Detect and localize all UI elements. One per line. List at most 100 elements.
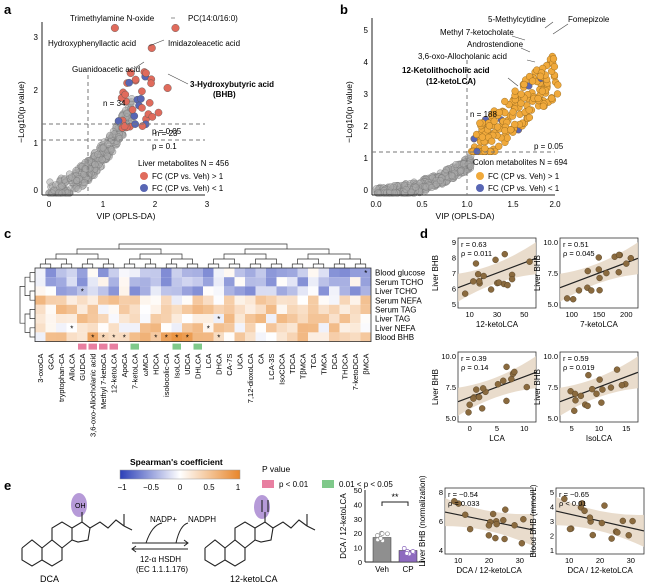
x-tick: 15 bbox=[622, 424, 630, 433]
heatmap-cell bbox=[234, 286, 245, 296]
panel-b-ytick: 3 bbox=[364, 90, 369, 99]
heatmap-cell bbox=[108, 277, 119, 287]
dca-oh-label: OH bbox=[75, 503, 86, 510]
data-point bbox=[523, 383, 530, 391]
data-point bbox=[104, 140, 112, 148]
data-point bbox=[502, 506, 509, 513]
panel-a-legend-down-swatch bbox=[140, 184, 148, 192]
heatmap-cell bbox=[77, 332, 88, 342]
heatmap-cell bbox=[150, 277, 161, 287]
data-point bbox=[511, 522, 518, 529]
heatmap-cell bbox=[266, 277, 277, 287]
heatmap-cell bbox=[360, 295, 371, 305]
y-label: Liver BHB bbox=[431, 369, 440, 405]
data-point bbox=[566, 525, 574, 533]
panel-a-metabolite-label: Guanidoacetic acid bbox=[72, 65, 140, 74]
bar-point bbox=[375, 533, 380, 538]
heatmap-cell bbox=[98, 295, 109, 305]
data-point bbox=[553, 90, 562, 98]
bar-point bbox=[401, 545, 407, 551]
heatmap-cell bbox=[192, 332, 203, 342]
panel-c-legend-title: Spearman's coefficient bbox=[130, 457, 223, 467]
panel-c-pvalue-title: P value bbox=[262, 464, 290, 474]
heatmap-col-label: 7-ketoLCA bbox=[131, 354, 140, 389]
heatmap-cell bbox=[119, 332, 130, 342]
data-point bbox=[495, 108, 503, 117]
data-point bbox=[548, 94, 556, 102]
data-point bbox=[407, 188, 415, 196]
data-point bbox=[596, 286, 603, 294]
heatmap-cell bbox=[224, 286, 235, 296]
heatmap-cell bbox=[87, 286, 98, 296]
data-point bbox=[500, 516, 507, 524]
heatmap-col-label: UDCA bbox=[183, 354, 192, 375]
heatmap-cell bbox=[66, 286, 77, 296]
heatmap-col-label: CA-7S bbox=[225, 354, 234, 376]
data-point bbox=[520, 80, 528, 89]
heatmap-col-label: 7-ketoDCA bbox=[351, 354, 360, 391]
panel-a-p10-label: p = 0.1 bbox=[152, 142, 177, 151]
data-point bbox=[488, 111, 496, 119]
panel-b-metabolite-label: Methyl 7-ketocholate bbox=[440, 28, 514, 37]
heatmap-cell bbox=[245, 277, 256, 287]
heatmap-cell bbox=[287, 314, 298, 324]
heatmap-cell bbox=[350, 314, 361, 324]
data-point bbox=[387, 183, 395, 191]
heatmap-cell bbox=[203, 268, 214, 278]
data-point bbox=[137, 95, 145, 103]
heatmap-cell bbox=[329, 314, 340, 324]
heatmap-cell bbox=[318, 332, 329, 342]
data-point bbox=[588, 287, 595, 294]
data-point bbox=[575, 287, 583, 294]
significance-star: * bbox=[175, 334, 178, 343]
heatmap-row-label: Liver TCHO bbox=[375, 287, 417, 296]
heatmap-col-label: TMCA bbox=[320, 354, 329, 375]
heatmap-cell bbox=[329, 295, 340, 305]
heatmap-cell bbox=[129, 268, 140, 278]
data-point bbox=[603, 269, 610, 277]
x-tick: 10 bbox=[520, 424, 528, 433]
panel-a-xtick: 1 bbox=[101, 200, 106, 209]
pvalue-marker bbox=[109, 343, 118, 350]
y-tick: 7.5 bbox=[548, 269, 558, 278]
heatmap-cell bbox=[129, 323, 140, 333]
data-point bbox=[584, 267, 591, 275]
data-point bbox=[572, 397, 579, 404]
data-point bbox=[625, 532, 632, 539]
heatmap-cell bbox=[87, 295, 98, 305]
heatmap-cell bbox=[56, 277, 67, 287]
data-point bbox=[154, 108, 163, 117]
heatmap-cell bbox=[245, 286, 256, 296]
panel-b-legend-title: Colon metabolites N = 694 bbox=[473, 158, 568, 167]
heatmap-cell bbox=[224, 314, 235, 324]
data-point bbox=[585, 371, 592, 379]
panel-b-count-label: n = 188 bbox=[470, 110, 497, 119]
ketolca-structure bbox=[204, 495, 316, 567]
data-point bbox=[586, 514, 594, 521]
bar-y-tick: 50 bbox=[354, 486, 362, 495]
data-point bbox=[466, 401, 473, 408]
reaction-enzyme: 12-α HSDH bbox=[140, 555, 181, 564]
panel-e-bar-chart: 0 10 20 30 40 50 Veh CP ** DCA / 12-ketoLCA bbox=[339, 486, 425, 574]
data-point bbox=[601, 502, 608, 509]
bar-y-tick: 30 bbox=[354, 515, 362, 524]
panel-a-metabolite-label: PC(14:0/16:0) bbox=[188, 14, 238, 23]
heatmap-cell bbox=[98, 332, 109, 342]
heatmap-cell bbox=[192, 314, 203, 324]
heatmap-cell bbox=[339, 295, 350, 305]
heatmap-cell bbox=[108, 268, 119, 278]
y-tick: 4 bbox=[439, 546, 443, 555]
heatmap-cell bbox=[35, 295, 46, 305]
panel-a-metabolite-label: (BHB) bbox=[213, 90, 236, 99]
y-label: Liver BHB bbox=[533, 255, 542, 291]
heatmap-cell bbox=[297, 314, 308, 324]
heatmap-cell bbox=[140, 332, 151, 342]
data-point bbox=[589, 531, 596, 539]
data-point bbox=[60, 176, 68, 184]
bar-point bbox=[378, 536, 384, 541]
heatmap-cell bbox=[150, 332, 161, 342]
heatmap-cell bbox=[192, 277, 203, 287]
heatmap-col-label: LCA-3S bbox=[267, 354, 276, 380]
significance-star: * bbox=[70, 324, 73, 333]
heatmap-cell bbox=[35, 323, 46, 333]
